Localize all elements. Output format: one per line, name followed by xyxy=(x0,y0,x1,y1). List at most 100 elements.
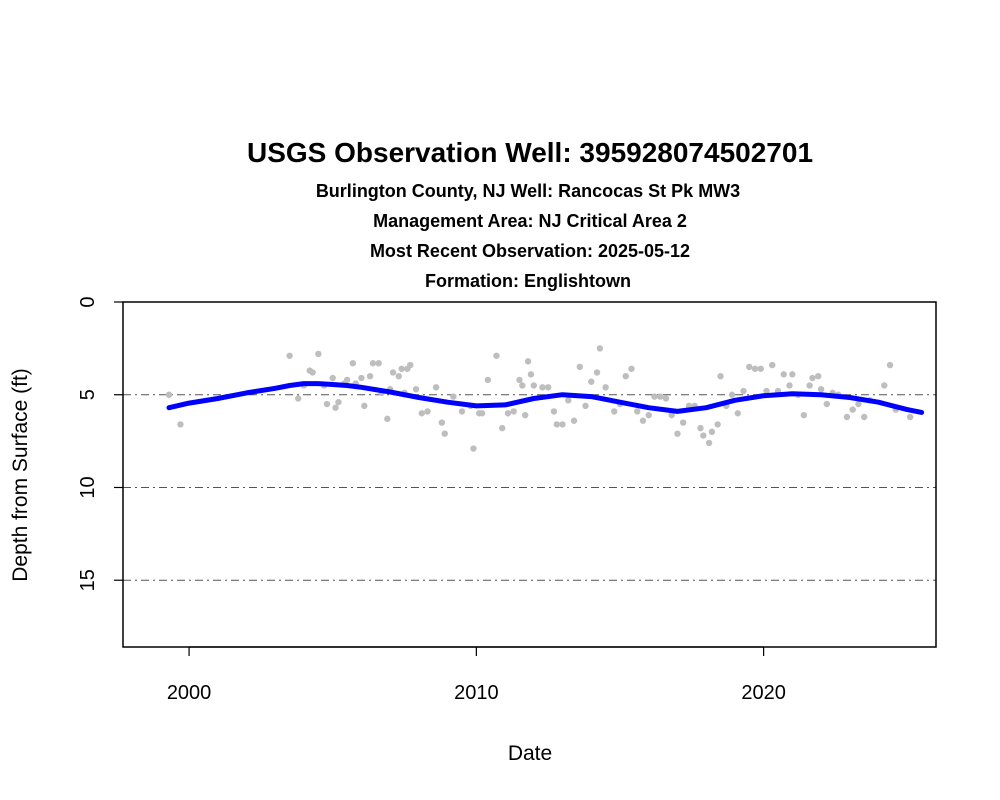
observation-point xyxy=(530,382,538,389)
chart-subtitle-county: Burlington County, NJ Well: Rancocas St … xyxy=(316,181,740,201)
observation-point xyxy=(780,371,787,378)
observation-point xyxy=(478,410,486,417)
plot-frame xyxy=(122,301,937,648)
y-tick-label-5: 5 xyxy=(77,389,99,400)
observation-point xyxy=(369,360,377,367)
observation-point xyxy=(450,393,457,400)
chart-title: USGS Observation Well: 395928074502701 xyxy=(247,137,813,168)
observation-point xyxy=(519,382,526,389)
observation-point xyxy=(295,395,302,402)
observation-point xyxy=(559,421,566,428)
observation-point xyxy=(521,411,529,419)
observation-point xyxy=(441,430,448,437)
observation-point xyxy=(757,365,764,372)
observation-point xyxy=(398,365,405,372)
observation-point xyxy=(728,391,736,398)
observation-point xyxy=(800,411,808,419)
observation-point xyxy=(588,378,595,385)
observation-point xyxy=(806,382,813,389)
chart-subtitle-recent-observation: Most Recent Observation: 2025-05-12 xyxy=(370,241,690,261)
observation-point xyxy=(358,374,365,382)
observation-point xyxy=(860,413,868,421)
observation-point xyxy=(881,382,888,389)
observation-point xyxy=(705,439,713,447)
observation-point xyxy=(553,421,560,428)
observation-point xyxy=(697,424,704,432)
observation-point xyxy=(639,417,647,424)
chart-subtitle-management-area: Management Area: NJ Critical Area 2 xyxy=(373,211,687,231)
observation-point xyxy=(763,387,770,395)
observation-point xyxy=(645,411,652,419)
observation-point xyxy=(886,361,894,369)
observation-point xyxy=(565,397,572,404)
observation-point xyxy=(527,371,535,378)
observation-point xyxy=(849,406,856,413)
observation-point xyxy=(418,410,425,417)
observation-point xyxy=(628,365,635,372)
observation-point xyxy=(510,408,517,415)
observation-point xyxy=(582,402,589,410)
observation-point xyxy=(499,424,506,432)
observation-point xyxy=(516,376,523,384)
observation-point xyxy=(389,369,397,376)
observation-point xyxy=(544,384,552,391)
observation-point xyxy=(622,372,629,380)
observation-point xyxy=(843,413,851,421)
observation-point xyxy=(458,408,466,415)
observation-point xyxy=(329,374,336,382)
observation-point xyxy=(751,365,759,372)
observation-point xyxy=(524,358,532,365)
observation-point xyxy=(539,384,546,391)
observation-point xyxy=(349,360,357,367)
observation-point xyxy=(668,411,675,419)
observation-point xyxy=(438,419,446,426)
observation-point xyxy=(384,415,391,423)
observation-point xyxy=(611,408,618,415)
y-tick-label-0: 0 xyxy=(77,296,99,307)
observation-point xyxy=(504,410,512,417)
observation-point xyxy=(424,408,431,415)
observation-point xyxy=(493,352,500,359)
observation-point xyxy=(789,371,796,378)
observation-point xyxy=(432,384,440,391)
observation-point xyxy=(674,430,681,437)
observation-point xyxy=(407,361,414,369)
observation-point xyxy=(679,419,687,426)
x-tick-label-2010: 2010 xyxy=(454,682,499,704)
observation-point xyxy=(470,445,477,452)
observation-point xyxy=(286,352,293,359)
observation-point xyxy=(714,421,721,428)
observation-point xyxy=(596,345,604,352)
y-tick-label-15: 15 xyxy=(77,569,99,591)
observation-point xyxy=(332,404,339,411)
observation-point xyxy=(395,372,402,380)
observation-point xyxy=(361,402,368,410)
observation-point xyxy=(375,360,382,367)
observation-point xyxy=(651,393,658,400)
observation-point xyxy=(809,374,816,382)
observation-point xyxy=(315,350,322,358)
observation-point xyxy=(309,369,316,376)
observation-point xyxy=(366,372,374,380)
observation-point xyxy=(817,385,825,393)
y-axis-label: Depth from Surface (ft) xyxy=(9,368,32,582)
observation-point xyxy=(717,372,724,380)
observation-point xyxy=(343,376,351,384)
observation-point xyxy=(576,363,583,371)
observation-point xyxy=(165,391,173,398)
trend-line xyxy=(166,381,925,415)
observation-point xyxy=(746,363,753,371)
observation-point xyxy=(855,400,862,408)
observation-point xyxy=(335,398,342,406)
observation-point xyxy=(708,428,716,436)
chart-subtitle-formation: Formation: Englishtown xyxy=(425,271,631,291)
observation-point xyxy=(412,385,420,393)
observation-point xyxy=(484,376,492,384)
observation-point xyxy=(570,417,578,424)
observation-point xyxy=(177,421,184,428)
x-tick-label-2000: 2000 xyxy=(167,682,212,704)
observation-point xyxy=(815,372,822,380)
observation-point xyxy=(786,382,793,389)
observation-point xyxy=(769,361,776,369)
